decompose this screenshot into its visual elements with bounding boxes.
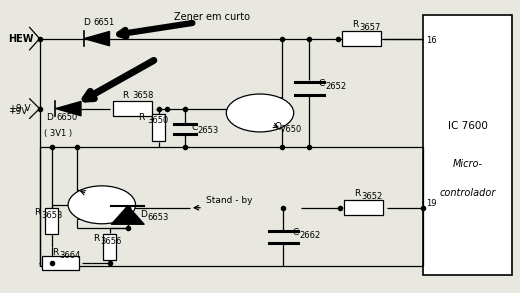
Text: 9 V: 9 V	[12, 104, 30, 113]
Text: R: R	[138, 113, 145, 122]
Bar	[45, 208, 58, 234]
Bar	[113, 101, 152, 116]
Bar	[342, 31, 381, 46]
Text: IC 7600: IC 7600	[448, 121, 487, 131]
Polygon shape	[111, 206, 145, 224]
Text: 2653: 2653	[198, 126, 219, 135]
Text: R: R	[122, 91, 128, 100]
Text: HEW: HEW	[8, 34, 34, 44]
Text: 3652: 3652	[361, 192, 382, 201]
Text: D: D	[140, 210, 147, 219]
Bar	[42, 256, 79, 270]
Bar	[423, 15, 512, 275]
Text: 3657: 3657	[359, 23, 381, 32]
Text: +9V: +9V	[8, 107, 28, 116]
Text: R: R	[353, 20, 359, 29]
Text: R: R	[355, 189, 361, 198]
Text: 7650: 7650	[281, 125, 302, 134]
Text: R: R	[34, 208, 41, 217]
Text: 19: 19	[426, 199, 436, 208]
Bar	[344, 200, 383, 215]
Text: 2662: 2662	[299, 231, 320, 240]
Circle shape	[68, 186, 136, 224]
Text: 6651: 6651	[93, 18, 114, 27]
Polygon shape	[84, 31, 110, 46]
Text: C: C	[292, 228, 298, 237]
Text: D: D	[83, 18, 90, 27]
Text: Q: Q	[274, 122, 281, 131]
Text: 3658: 3658	[132, 91, 153, 100]
Text: 3650: 3650	[148, 116, 168, 125]
Text: 3656: 3656	[101, 237, 122, 246]
Text: 6653: 6653	[147, 212, 168, 222]
Text: R: R	[93, 234, 99, 243]
Polygon shape	[55, 101, 81, 116]
Text: 16: 16	[426, 35, 437, 45]
Text: 2652: 2652	[326, 82, 346, 91]
Bar	[152, 115, 165, 141]
Text: Micro-: Micro-	[452, 159, 483, 169]
Text: R: R	[53, 248, 59, 258]
Text: 3653: 3653	[41, 211, 62, 219]
Text: +: +	[8, 104, 17, 114]
Text: C: C	[191, 123, 198, 132]
Text: Stand - by: Stand - by	[205, 196, 252, 205]
Text: C: C	[319, 79, 325, 88]
Text: 3664: 3664	[59, 251, 81, 260]
Text: Zener em curto: Zener em curto	[174, 12, 251, 22]
Text: 6650: 6650	[57, 113, 78, 122]
Text: D: D	[46, 113, 54, 122]
Bar	[103, 234, 116, 260]
Text: ( 3V1 ): ( 3V1 )	[44, 129, 72, 138]
Circle shape	[226, 94, 294, 132]
Text: controlador: controlador	[439, 188, 496, 198]
